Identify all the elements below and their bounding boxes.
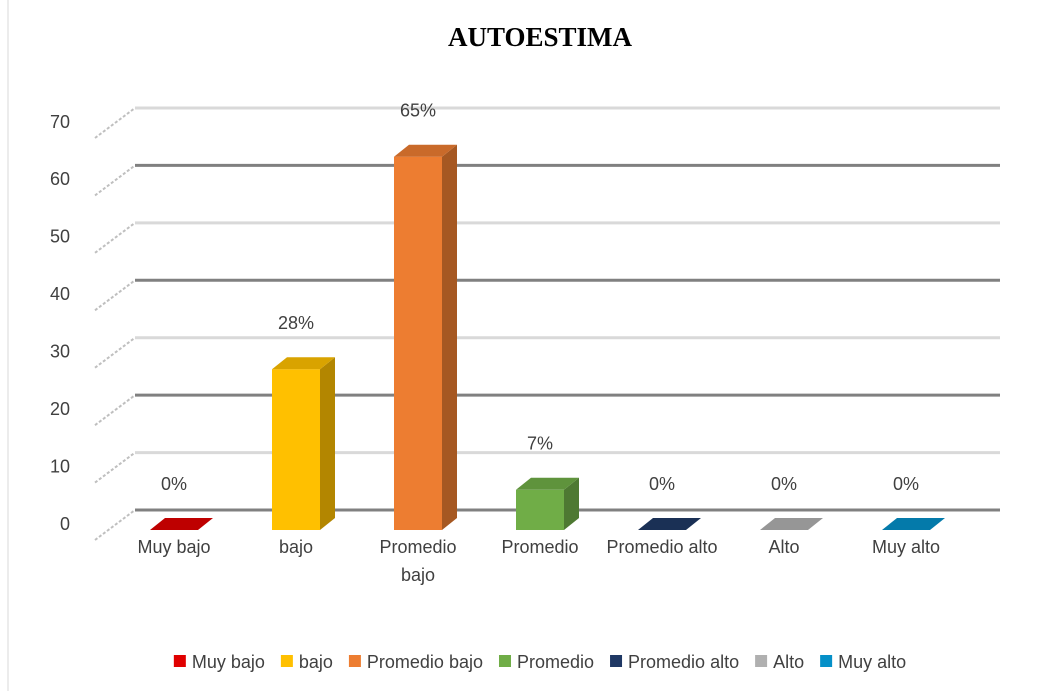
legend-swatch xyxy=(348,655,361,667)
legend-label: Promedio bajo xyxy=(367,652,483,672)
bar-front xyxy=(394,156,442,530)
legend-label: Alto xyxy=(773,652,804,672)
legend-swatch xyxy=(820,655,833,667)
y-tick-label: 0 xyxy=(60,514,70,534)
chart-title: AUTOESTIMA xyxy=(448,22,633,52)
value-label: 0% xyxy=(893,474,919,494)
y-tick-label: 70 xyxy=(50,112,70,132)
bar-top xyxy=(760,518,823,530)
y-tick-label: 20 xyxy=(50,399,70,419)
x-tick-label: Muy bajo xyxy=(137,537,210,557)
x-tick-label: Promedio bajo xyxy=(379,537,456,585)
legend-swatch xyxy=(173,655,186,667)
bar-front xyxy=(272,369,320,530)
legend-swatch xyxy=(755,655,768,667)
grid-depth-line xyxy=(94,336,136,369)
grid-depth-line xyxy=(94,509,136,541)
grid-depth-line xyxy=(94,394,136,426)
grid-depth-line xyxy=(94,164,136,197)
grid-depth-line xyxy=(94,279,136,312)
x-tick-label: Promedio alto xyxy=(606,537,717,557)
y-tick-label: 50 xyxy=(50,227,70,247)
bar-top xyxy=(638,518,701,530)
legend-label: Muy bajo xyxy=(192,652,265,672)
legend-label: Promedio xyxy=(517,652,594,672)
value-label: 65% xyxy=(400,100,436,120)
x-tick-label: Alto xyxy=(768,537,799,557)
bar-front xyxy=(516,489,564,530)
value-label: 7% xyxy=(527,434,553,454)
legend-swatch xyxy=(280,655,293,667)
y-tick-label: 10 xyxy=(50,456,70,476)
legend-label: Muy alto xyxy=(838,652,906,672)
bar-top xyxy=(272,357,335,370)
y-tick-label: 60 xyxy=(50,169,70,189)
bar-top xyxy=(150,518,213,530)
legend-swatch xyxy=(498,655,511,667)
value-label: 0% xyxy=(771,474,797,494)
value-label: 28% xyxy=(278,313,314,333)
grid-depth-line xyxy=(94,451,136,484)
grid-depth-line xyxy=(94,107,136,139)
legend-swatch xyxy=(610,655,623,667)
x-tick-label: Muy alto xyxy=(872,537,940,557)
bar-top xyxy=(394,144,457,157)
bar-top xyxy=(516,477,579,490)
bar-side xyxy=(564,477,579,530)
bar-side xyxy=(320,357,335,530)
legend-label: bajo xyxy=(299,652,333,672)
value-label: 0% xyxy=(649,474,675,494)
bar-top xyxy=(882,518,945,530)
bar-side xyxy=(442,144,457,530)
y-tick-label: 40 xyxy=(50,284,70,304)
x-tick-label: Promedio xyxy=(501,537,578,557)
y-tick-label: 30 xyxy=(50,341,70,361)
grid-depth-line xyxy=(94,222,136,254)
value-label: 0% xyxy=(161,474,187,494)
x-tick-label: bajo xyxy=(279,537,313,557)
legend-label: Promedio alto xyxy=(628,652,739,672)
